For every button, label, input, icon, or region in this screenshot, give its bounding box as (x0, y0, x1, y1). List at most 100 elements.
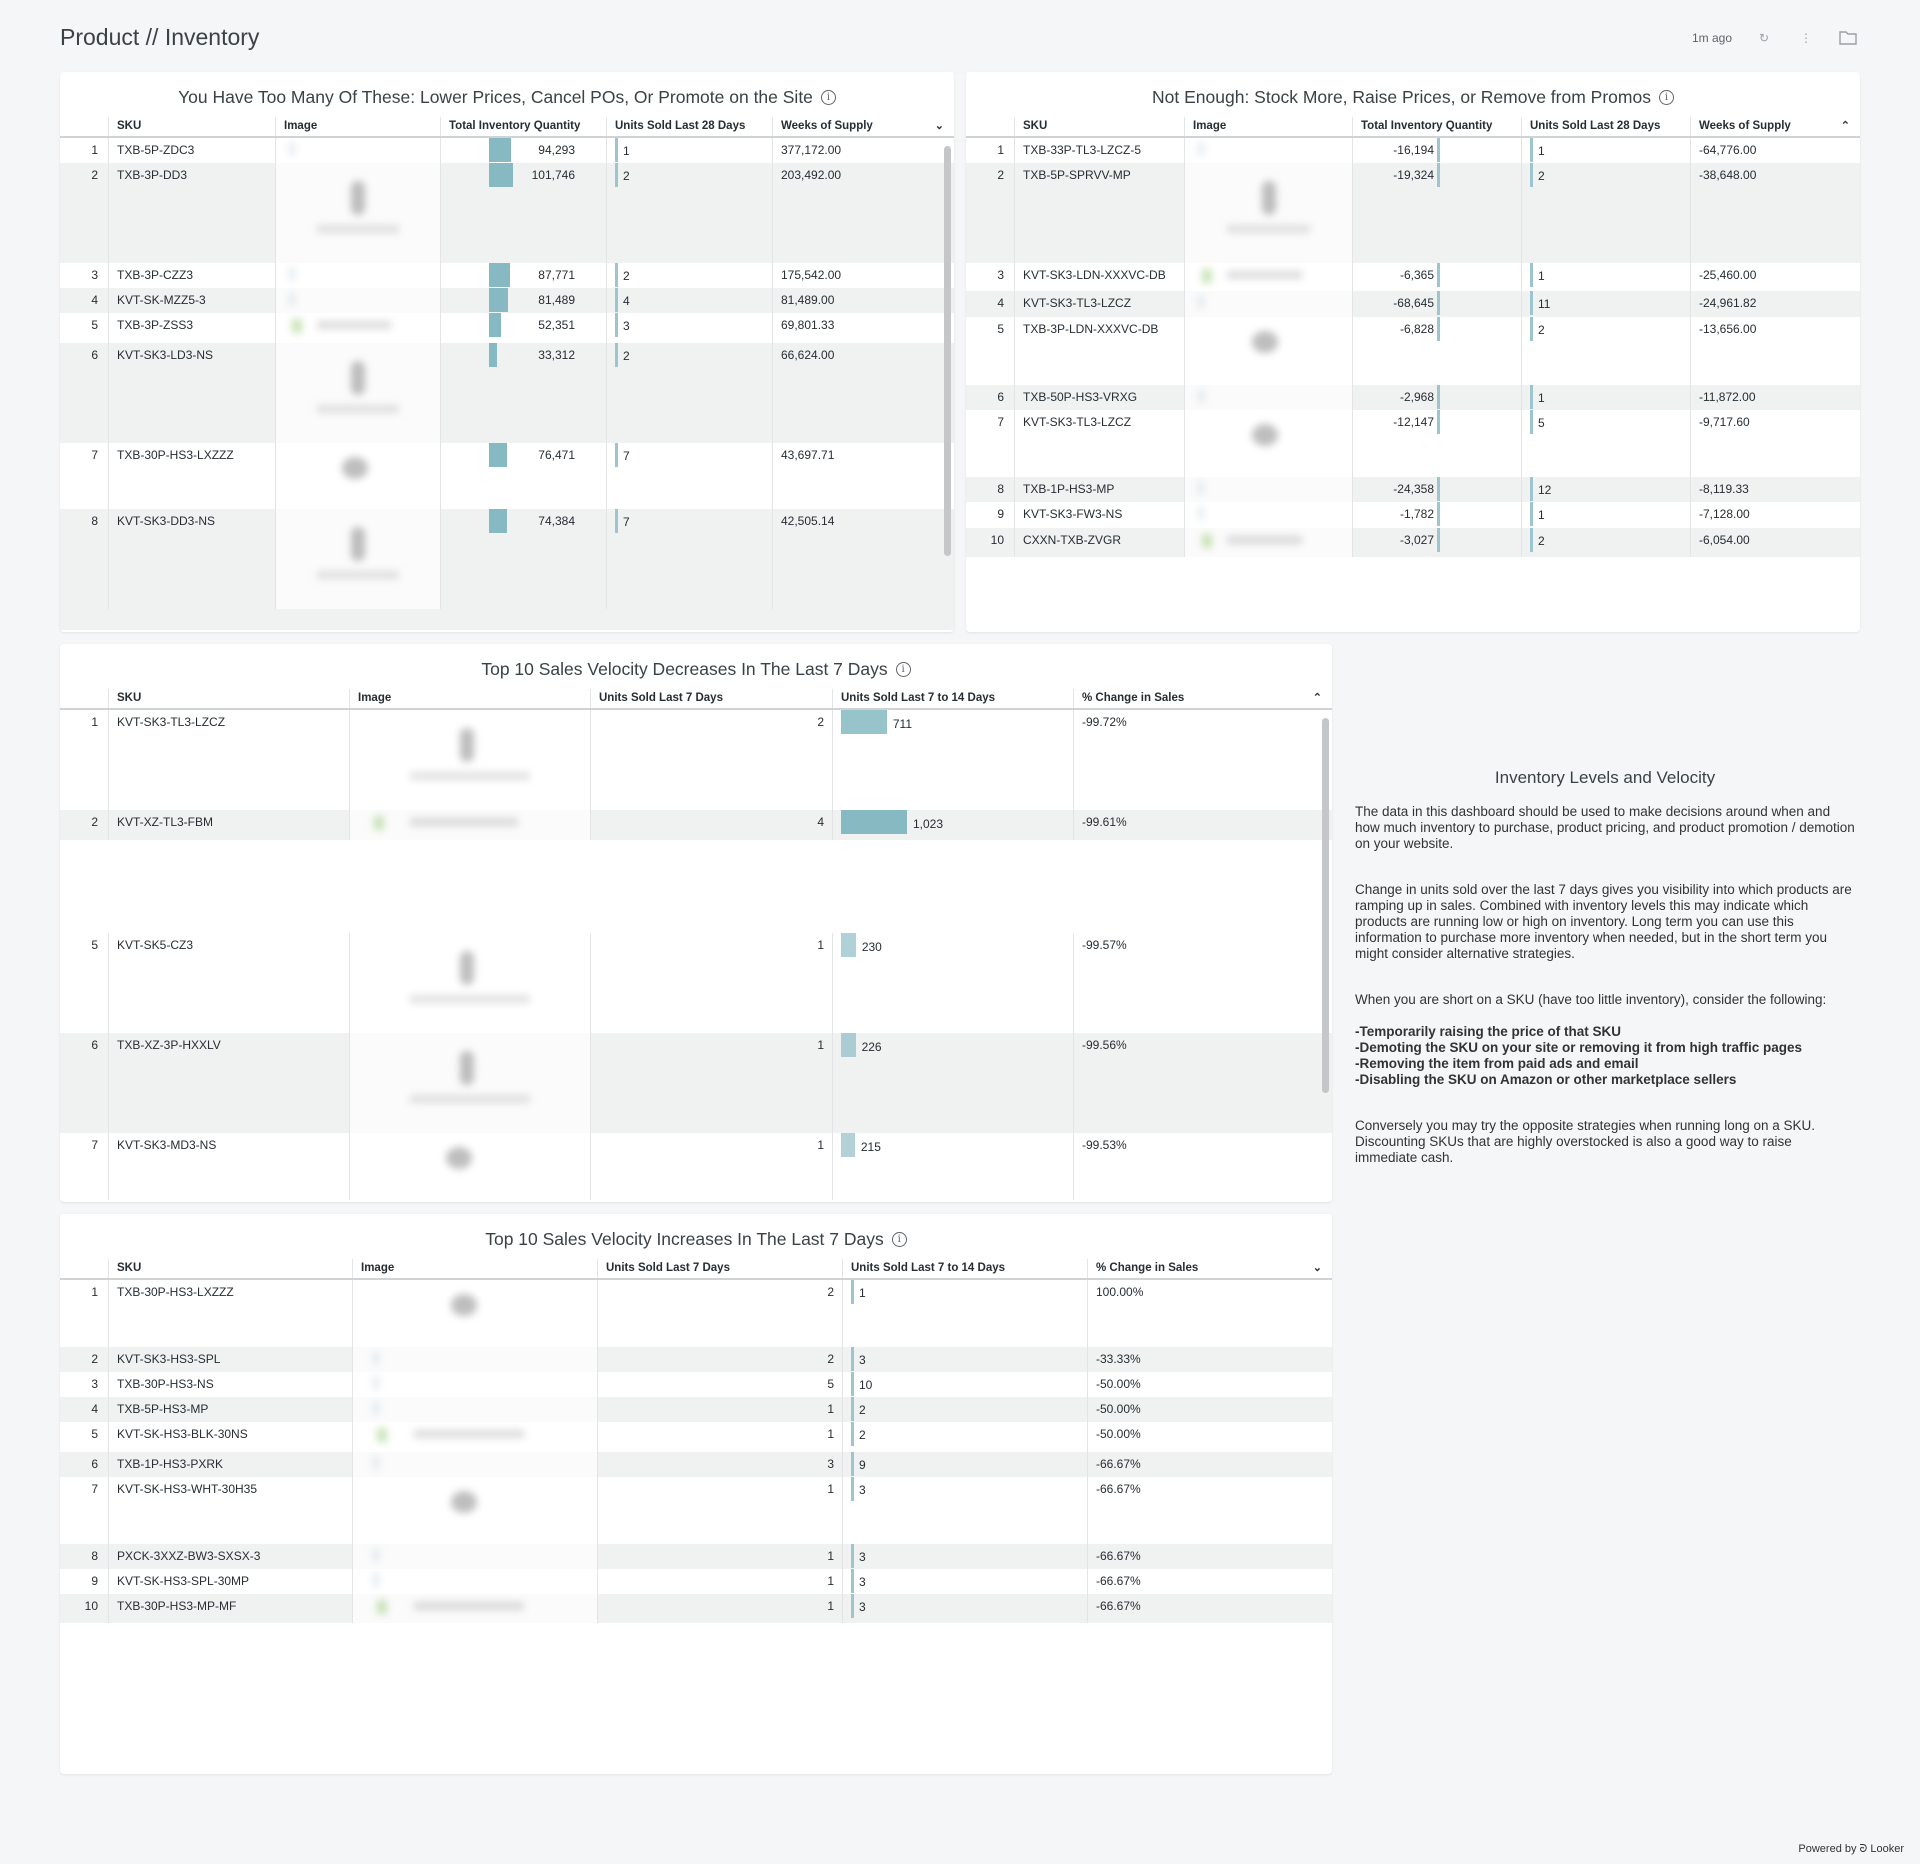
col-c: -8,119.33 (1690, 477, 1860, 502)
row-number: 6 (91, 348, 98, 362)
inventory-bar (489, 443, 508, 467)
column-header[interactable]: Units Sold Last 7 to 14 Days (832, 689, 1073, 708)
image-cell (352, 1477, 597, 1544)
table-row[interactable]: 4 KVT-SK3-TL3-LZCZ -68,645 11 -24,961.82 (966, 291, 1860, 317)
chevron-up-icon[interactable]: ⌃ (1840, 120, 1850, 132)
total-inventory-value: -1,782 (1399, 507, 1434, 521)
table-row[interactable]: 7 KVT-SK3-MD3-NS 1 215 -99.53% (60, 1133, 1332, 1200)
units-bar (1437, 138, 1440, 162)
units-bar (841, 810, 907, 834)
info-icon[interactable]: i (820, 90, 836, 105)
table-row[interactable]: 6 TXB-1P-HS3-PXRK 3 9 -66.67% (60, 1452, 1332, 1477)
row-number: 3 (91, 268, 98, 282)
table-row[interactable]: 4 TXB-5P-HS3-MP 1 2 -50.00% (60, 1397, 1332, 1422)
product-image (353, 1569, 597, 1594)
table-row[interactable]: 10 CXXN-TXB-ZVGR -3,027 2 -6,054.00 (966, 528, 1860, 557)
table-row[interactable]: 2 TXB-3P-DD3 101,746 2 203,492.00 (60, 163, 954, 263)
table-row[interactable]: 5 KVT-SK-HS3-BLK-30NS 1 2 -50.00% (60, 1422, 1332, 1452)
info-icon[interactable]: i (895, 662, 911, 677)
table-row[interactable]: 5 TXB-3P-LDN-XXXVC-DB -6,828 2 -13,656.00 (966, 317, 1860, 385)
column-header[interactable] (60, 117, 108, 136)
column-header[interactable] (60, 689, 108, 708)
column-header[interactable]: SKU (1014, 117, 1184, 136)
chevron-down-icon[interactable]: ⌄ (1312, 1262, 1322, 1274)
column-header[interactable]: Image (275, 117, 440, 136)
table-row[interactable]: 10 TXB-30P-HS3-MP-MF 1 3 -66.67% (60, 1594, 1332, 1623)
info-icon[interactable]: i (891, 1232, 907, 1247)
table-row[interactable]: 8 KVT-SK3-DD3-NS 74,384 7 42,505.14 (60, 509, 954, 609)
image-cell (349, 1033, 590, 1133)
table-row[interactable]: 1 TXB-5P-ZDC3 94,293 1 377,172.00 (60, 138, 954, 163)
units-bar (1437, 385, 1440, 409)
table-row[interactable]: 6 TXB-50P-HS3-VRXG -2,968 1 -11,872.00 (966, 385, 1860, 410)
image-blur (1261, 181, 1276, 215)
product-image (353, 1477, 597, 1544)
table-row[interactable]: 6 TXB-XZ-3P-HXXLV 1 226 -99.56% (60, 1033, 1332, 1133)
image-blur (289, 142, 296, 156)
table-row[interactable]: 2 TXB-5P-SPRVV-MP -19,324 2 -38,648.00 (966, 163, 1860, 263)
units-sold-value: 2 (623, 169, 630, 183)
info-icon[interactable]: i (1658, 90, 1674, 105)
sku-cell: KVT-SK3-HS3-SPL (108, 1347, 352, 1372)
image-blur (372, 1376, 379, 1390)
column-header[interactable]: Units Sold Last 7 to 14 Days (842, 1259, 1087, 1278)
column-header[interactable]: % Change in Sales (1087, 1259, 1332, 1278)
table-row[interactable]: 2 KVT-XZ-TL3-FBM 4 1,023 -99.61% (60, 810, 1332, 840)
column-header[interactable]: % Change in Sales (1073, 689, 1315, 708)
column-header[interactable]: Total Inventory Quantity (1352, 117, 1521, 136)
table-row[interactable]: 7 KVT-SK3-TL3-LZCZ -12,147 5 -9,717.60 (966, 410, 1860, 477)
column-header[interactable] (966, 117, 1014, 136)
table-row[interactable]: 3 KVT-SK3-LDN-XXXVC-DB -6,365 1 -25,460.00 (966, 263, 1860, 291)
column-header[interactable] (60, 1259, 108, 1278)
column-header[interactable]: Weeks of Supply (772, 117, 940, 136)
table-row[interactable]: 4 KVT-SK-MZZ5-3 81,489 4 81,489.00 (60, 288, 954, 313)
column-header[interactable]: Weeks of Supply (1690, 117, 1860, 136)
notes-title: Inventory Levels and Velocity (1494, 768, 1716, 787)
refresh-icon[interactable]: ↻ (1758, 31, 1770, 45)
units-sold-value: 5 (1538, 416, 1545, 430)
scrollbar[interactable] (944, 146, 951, 556)
table-row[interactable]: 6 KVT-SK3-LD3-NS 33,312 2 66,624.00 (60, 343, 954, 443)
chevron-up-icon[interactable]: ⌃ (1312, 692, 1322, 704)
table-row[interactable]: 5 KVT-SK5-CZ3 1 230 -99.57% (60, 933, 1332, 1033)
column-header[interactable]: Units Sold Last 7 Days (597, 1259, 842, 1278)
table-row[interactable]: 8 TXB-1P-HS3-MP -24,358 12 -8,119.33 (966, 477, 1860, 502)
total-inventory-value: 81,489 (538, 293, 575, 307)
image-blur (351, 361, 366, 395)
column-header[interactable]: Units Sold Last 28 Days (1521, 117, 1690, 136)
table-row[interactable]: 1 KVT-SK3-TL3-LZCZ 2 711 -99.72% (60, 710, 1332, 810)
kebab-menu-icon[interactable]: ⋮ (1800, 31, 1812, 45)
units-sold-value: 2 (623, 349, 630, 363)
folder-icon[interactable] (1838, 28, 1858, 48)
scrollbar[interactable] (1322, 718, 1329, 1093)
image-cell (275, 509, 440, 609)
units-sold-value: 10 (859, 1378, 873, 1392)
col-c: -50.00% (1087, 1397, 1332, 1422)
table-row[interactable]: 8 PXCK-3XXZ-BW3-SXSX-3 1 3 -66.67% (60, 1544, 1332, 1569)
column-header[interactable]: Image (349, 689, 590, 708)
column-header[interactable]: SKU (108, 689, 349, 708)
table-row[interactable]: 7 TXB-30P-HS3-LXZZZ 76,471 7 43,697.71 (60, 443, 954, 509)
column-header[interactable]: Units Sold Last 7 Days (590, 689, 832, 708)
sku-cell: TXB-30P-HS3-MP-MF (108, 1594, 352, 1623)
column-header[interactable]: SKU (108, 1259, 352, 1278)
chevron-down-icon[interactable]: ⌄ (934, 120, 944, 132)
table-row[interactable]: 3 TXB-30P-HS3-NS 5 10 -50.00% (60, 1372, 1332, 1397)
column-header[interactable]: SKU (108, 117, 275, 136)
table-row[interactable]: 1 TXB-30P-HS3-LXZZZ 2 1 100.00% (60, 1280, 1332, 1347)
table-row[interactable]: 9 KVT-SK-HS3-SPL-30MP 1 3 -66.67% (60, 1569, 1332, 1594)
table-row[interactable]: 7 KVT-SK-HS3-WHT-30H35 1 3 -66.67% (60, 1477, 1332, 1544)
sku-cell: TXB-33P-TL3-LZCZ-5 (1014, 138, 1184, 163)
column-header[interactable]: Image (352, 1259, 597, 1278)
col-b: 1 (842, 1280, 1087, 1347)
table-row[interactable]: 2 KVT-SK3-HS3-SPL 2 3 -33.33% (60, 1347, 1332, 1372)
table-row[interactable]: 5 TXB-3P-ZSS3 52,351 3 69,801.33 (60, 313, 954, 343)
column-header[interactable]: Image (1184, 117, 1352, 136)
table-row[interactable]: 1 TXB-33P-TL3-LZCZ-5 -16,194 1 -64,776.00 (966, 138, 1860, 163)
image-cell (275, 343, 440, 443)
col-c: -7,128.00 (1690, 502, 1860, 528)
table-row[interactable]: 9 KVT-SK3-FW3-NS -1,782 1 -7,128.00 (966, 502, 1860, 528)
table-row[interactable]: 3 TXB-3P-CZZ3 87,771 2 175,542.00 (60, 263, 954, 288)
column-header[interactable]: Units Sold Last 28 Days (606, 117, 772, 136)
column-header[interactable]: Total Inventory Quantity (440, 117, 606, 136)
